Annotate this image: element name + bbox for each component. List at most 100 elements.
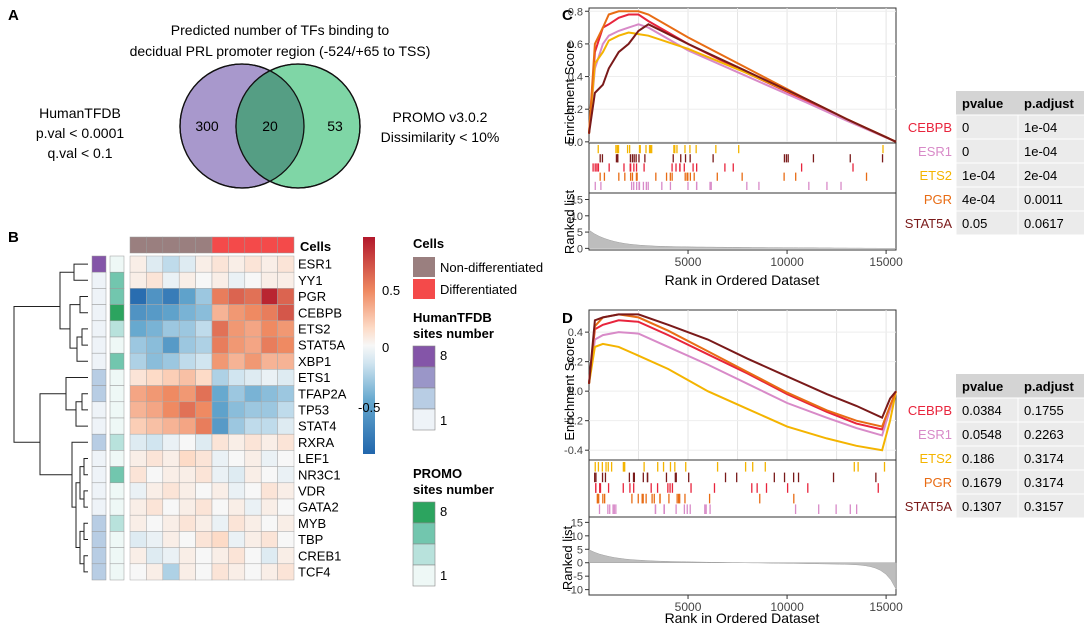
heatmap-cell — [277, 304, 295, 322]
y-tick-label: 0.6 — [568, 39, 583, 51]
heatmap-cell — [178, 466, 196, 484]
heatmap-cell — [260, 531, 278, 548]
heatmap-cell — [211, 385, 229, 403]
legend-swatch-diff — [413, 279, 435, 299]
heatmap-cell — [178, 531, 196, 548]
heatmap-cell — [228, 401, 246, 419]
heatmap-cell — [146, 433, 164, 451]
colorbar-tick-zero: 0 — [382, 340, 389, 355]
heatmap-cell — [162, 320, 180, 338]
heatmap-cell — [129, 563, 147, 581]
heatmap-cell — [195, 336, 213, 354]
heatmap-cell — [277, 417, 295, 435]
heatmap-cell — [146, 304, 164, 322]
heatmap-cell — [260, 514, 278, 532]
dendrogram-branch — [83, 490, 88, 508]
tfdb-annotation-cell — [91, 385, 107, 403]
table-cell — [1017, 445, 1084, 471]
table-header-pvalue: pvalue — [962, 379, 1003, 394]
heatmap-cell — [211, 255, 229, 273]
heatmap-cell — [162, 255, 180, 273]
heatmap-cell — [162, 482, 180, 500]
promo-annotation-cell — [109, 255, 125, 273]
heatmap-cell — [277, 288, 295, 305]
promo-annotation-cell — [109, 271, 125, 289]
heatmap-cell — [162, 563, 180, 581]
table-row-padjust: 0.0011 — [1024, 192, 1063, 207]
heatmap-cell — [195, 531, 213, 548]
gene-label: STAT4 — [298, 419, 337, 434]
heatmap-cell — [195, 547, 213, 565]
gene-label: CEBPB — [298, 305, 342, 320]
humantfdb-label: HumanTFDB — [39, 105, 121, 121]
humantfdb-qval: q.val < 0.1 — [48, 145, 113, 161]
c-ranked-list — [588, 229, 897, 249]
gene-label: TBP — [298, 532, 323, 547]
legend-tfdb-title1: HumanTFDB — [413, 310, 492, 325]
panel-a: A Predicted number of TFs binding to dec… — [8, 7, 499, 189]
table-cell — [1017, 186, 1084, 212]
x-tick-label: 5000 — [675, 600, 702, 614]
table-row-name: CEBPB — [908, 403, 952, 418]
gene-label: YY1 — [298, 273, 323, 288]
heatmap-cell — [162, 369, 180, 386]
table-cell — [955, 162, 1019, 188]
promo-annotation-cell — [109, 482, 125, 500]
heatmap-cell — [260, 401, 278, 419]
heatmap-cell — [162, 271, 180, 289]
heatmap-cell — [129, 417, 147, 435]
dendrogram-branch — [13, 306, 60, 443]
heatmap-cell — [211, 547, 229, 565]
heatmap-cell — [260, 255, 278, 273]
table-cell — [955, 210, 1019, 236]
table-row-name: ESR1 — [918, 427, 952, 442]
heatmap-cell — [146, 385, 164, 403]
heatmap-cell — [178, 369, 196, 386]
d-es-lines — [588, 313, 897, 452]
c-ranked-label: Ranked list — [562, 189, 577, 254]
heatmap-cell — [195, 563, 213, 581]
es-line-ets2 — [588, 342, 897, 452]
heatmap-cell — [228, 417, 246, 435]
table-row-pvalue: 4e-04 — [962, 192, 995, 207]
heatmap-cell — [129, 498, 147, 516]
ranked-tick-label: 15 — [571, 195, 583, 207]
gene-label: ETS1 — [298, 370, 331, 385]
x-tick-label: 10000 — [770, 255, 804, 269]
heatmap-cell — [129, 547, 147, 565]
promo-annotation-cell — [109, 417, 125, 435]
table-row-pvalue: 0.0384 — [962, 403, 1002, 418]
dendrogram-branch — [79, 296, 88, 314]
promo-annotation-cell — [109, 288, 125, 305]
table-cell — [955, 493, 1019, 519]
legend-diff-label: Differentiated — [440, 282, 517, 297]
c-hit-ticks — [592, 145, 884, 190]
venn-title-line2: decidual PRL promoter region (-524/+65 t… — [130, 43, 431, 59]
table-row-padjust: 2e-04 — [1024, 168, 1057, 183]
heatmap-cell — [146, 352, 164, 370]
tfdb-annotation-cell — [91, 352, 107, 370]
gene-label: STAT5A — [298, 338, 346, 353]
heatmap-cell — [146, 482, 164, 500]
heatmap-cell — [277, 369, 295, 386]
c-hits-frame — [588, 142, 897, 194]
heatmap-cell — [211, 433, 229, 451]
heatmap-cell — [129, 352, 147, 370]
legend-tfdb-tick-low: 1 — [440, 413, 447, 428]
table-cell — [1017, 421, 1084, 447]
cells-annotation-cell — [260, 236, 278, 254]
heatmap-cell — [228, 433, 246, 451]
heatmap-cell — [277, 531, 295, 548]
colorbar-tick-low: -0.5 — [358, 400, 380, 415]
promo-annotation-cell — [109, 320, 125, 338]
legend-promo-title2: sites number — [413, 482, 494, 497]
heatmap-cell — [244, 385, 262, 403]
table-row-pvalue: 0.1679 — [962, 475, 1002, 490]
heatmap-cell — [244, 352, 262, 370]
heatmap-cell — [260, 385, 278, 403]
dendrogram-branch — [83, 555, 88, 573]
heatmap-cell — [162, 514, 180, 532]
tfdb-annotation-cell — [91, 531, 107, 548]
panel-b-label: B — [8, 229, 19, 246]
dendrogram-branch — [75, 482, 80, 548]
